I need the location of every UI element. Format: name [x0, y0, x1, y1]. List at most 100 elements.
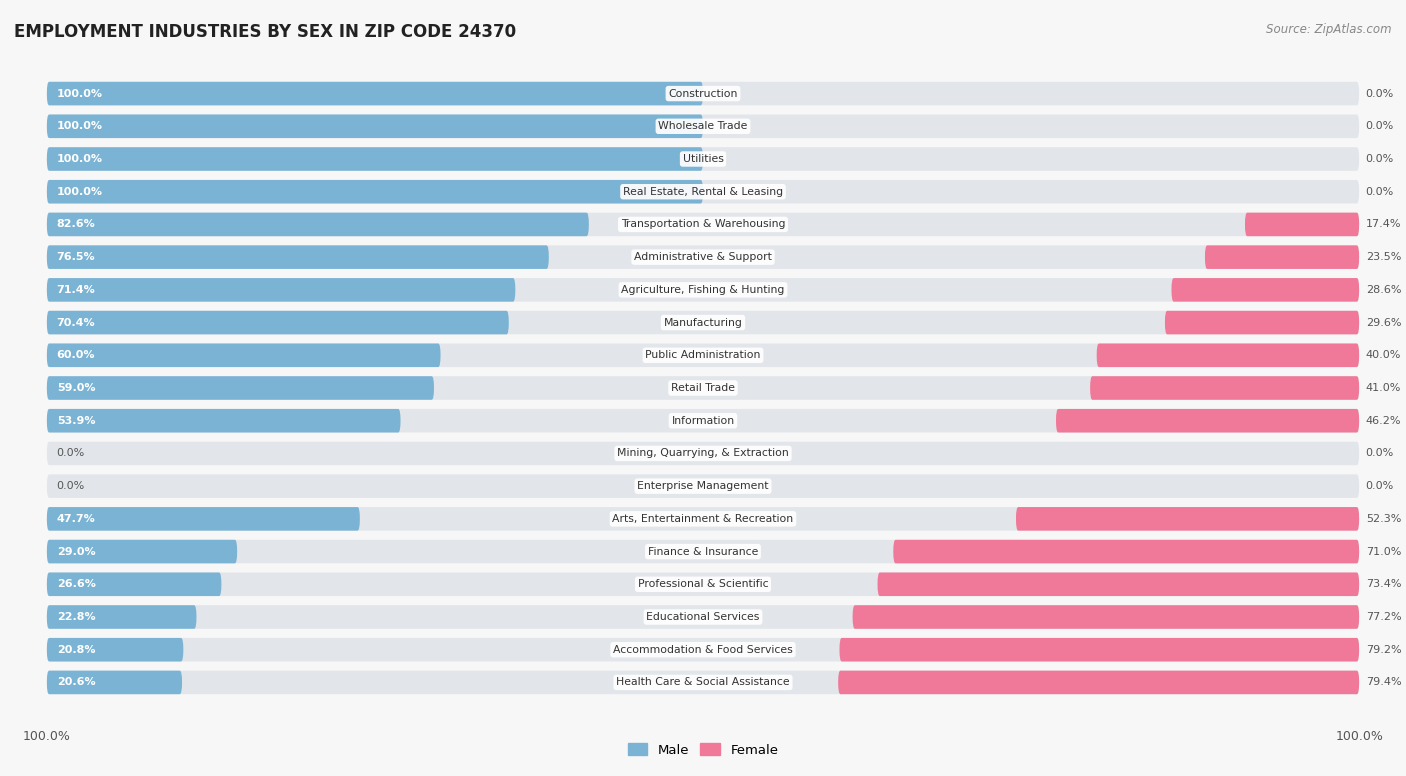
Text: 0.0%: 0.0%: [1365, 187, 1393, 197]
Text: 22.8%: 22.8%: [56, 612, 96, 622]
FancyBboxPatch shape: [46, 573, 221, 596]
FancyBboxPatch shape: [46, 245, 548, 269]
Text: Public Administration: Public Administration: [645, 350, 761, 360]
Text: 53.9%: 53.9%: [56, 416, 96, 426]
Text: 100.0%: 100.0%: [56, 187, 103, 197]
FancyBboxPatch shape: [1097, 344, 1360, 367]
FancyBboxPatch shape: [46, 605, 1360, 629]
Text: 76.5%: 76.5%: [56, 252, 96, 262]
Text: Manufacturing: Manufacturing: [664, 317, 742, 327]
Text: 20.8%: 20.8%: [56, 645, 96, 655]
Text: Educational Services: Educational Services: [647, 612, 759, 622]
Text: 47.7%: 47.7%: [56, 514, 96, 524]
Text: Agriculture, Fishing & Hunting: Agriculture, Fishing & Hunting: [621, 285, 785, 295]
FancyBboxPatch shape: [1166, 311, 1360, 334]
FancyBboxPatch shape: [46, 540, 1360, 563]
Text: 0.0%: 0.0%: [56, 481, 84, 491]
Text: 79.2%: 79.2%: [1365, 645, 1402, 655]
FancyBboxPatch shape: [46, 409, 401, 432]
FancyBboxPatch shape: [877, 573, 1360, 596]
Text: 77.2%: 77.2%: [1365, 612, 1402, 622]
FancyBboxPatch shape: [852, 605, 1360, 629]
Text: Transportation & Warehousing: Transportation & Warehousing: [621, 220, 785, 230]
FancyBboxPatch shape: [1171, 278, 1360, 302]
Text: Information: Information: [672, 416, 734, 426]
FancyBboxPatch shape: [1244, 213, 1360, 236]
Text: 41.0%: 41.0%: [1365, 383, 1400, 393]
FancyBboxPatch shape: [46, 147, 703, 171]
FancyBboxPatch shape: [46, 474, 1360, 498]
FancyBboxPatch shape: [46, 442, 1360, 465]
Text: 0.0%: 0.0%: [1365, 154, 1393, 164]
FancyBboxPatch shape: [46, 213, 589, 236]
Text: 71.4%: 71.4%: [56, 285, 96, 295]
Text: 0.0%: 0.0%: [1365, 88, 1393, 99]
Text: 0.0%: 0.0%: [1365, 121, 1393, 131]
FancyBboxPatch shape: [46, 670, 1360, 695]
Text: Construction: Construction: [668, 88, 738, 99]
FancyBboxPatch shape: [46, 540, 238, 563]
FancyBboxPatch shape: [46, 507, 360, 531]
Text: 52.3%: 52.3%: [1365, 514, 1400, 524]
Text: 28.6%: 28.6%: [1365, 285, 1402, 295]
FancyBboxPatch shape: [46, 376, 1360, 400]
Text: Mining, Quarrying, & Extraction: Mining, Quarrying, & Extraction: [617, 449, 789, 459]
Text: Arts, Entertainment & Recreation: Arts, Entertainment & Recreation: [613, 514, 793, 524]
FancyBboxPatch shape: [46, 147, 1360, 171]
FancyBboxPatch shape: [46, 81, 1360, 106]
Text: 26.6%: 26.6%: [56, 579, 96, 589]
FancyBboxPatch shape: [46, 278, 516, 302]
FancyBboxPatch shape: [46, 573, 1360, 596]
Text: 60.0%: 60.0%: [56, 350, 96, 360]
Text: Finance & Insurance: Finance & Insurance: [648, 546, 758, 556]
FancyBboxPatch shape: [46, 245, 1360, 269]
Text: Professional & Scientific: Professional & Scientific: [638, 579, 768, 589]
Text: Retail Trade: Retail Trade: [671, 383, 735, 393]
Text: 29.6%: 29.6%: [1365, 317, 1402, 327]
FancyBboxPatch shape: [46, 376, 434, 400]
FancyBboxPatch shape: [46, 81, 703, 106]
FancyBboxPatch shape: [46, 311, 509, 334]
Text: 29.0%: 29.0%: [56, 546, 96, 556]
Text: 82.6%: 82.6%: [56, 220, 96, 230]
Text: 73.4%: 73.4%: [1365, 579, 1402, 589]
Text: 79.4%: 79.4%: [1365, 677, 1402, 688]
FancyBboxPatch shape: [46, 344, 1360, 367]
FancyBboxPatch shape: [46, 605, 197, 629]
Legend: Male, Female: Male, Female: [623, 738, 783, 762]
FancyBboxPatch shape: [46, 409, 1360, 432]
FancyBboxPatch shape: [46, 311, 1360, 334]
Text: Health Care & Social Assistance: Health Care & Social Assistance: [616, 677, 790, 688]
Text: Utilities: Utilities: [682, 154, 724, 164]
FancyBboxPatch shape: [838, 670, 1360, 695]
Text: 0.0%: 0.0%: [1365, 449, 1393, 459]
FancyBboxPatch shape: [1056, 409, 1360, 432]
Text: Wholesale Trade: Wholesale Trade: [658, 121, 748, 131]
Text: 23.5%: 23.5%: [1365, 252, 1400, 262]
FancyBboxPatch shape: [46, 507, 1360, 531]
Text: 70.4%: 70.4%: [56, 317, 96, 327]
Text: 71.0%: 71.0%: [1365, 546, 1400, 556]
Text: 0.0%: 0.0%: [56, 449, 84, 459]
FancyBboxPatch shape: [893, 540, 1360, 563]
Text: 100.0%: 100.0%: [56, 88, 103, 99]
Text: 59.0%: 59.0%: [56, 383, 96, 393]
FancyBboxPatch shape: [839, 638, 1360, 661]
FancyBboxPatch shape: [46, 180, 1360, 203]
Text: Enterprise Management: Enterprise Management: [637, 481, 769, 491]
Text: 0.0%: 0.0%: [1365, 481, 1393, 491]
FancyBboxPatch shape: [46, 638, 1360, 661]
Text: 40.0%: 40.0%: [1365, 350, 1400, 360]
FancyBboxPatch shape: [46, 670, 181, 695]
Text: Real Estate, Rental & Leasing: Real Estate, Rental & Leasing: [623, 187, 783, 197]
FancyBboxPatch shape: [46, 180, 703, 203]
FancyBboxPatch shape: [46, 638, 183, 661]
Text: 100.0%: 100.0%: [56, 154, 103, 164]
Text: Source: ZipAtlas.com: Source: ZipAtlas.com: [1267, 23, 1392, 36]
FancyBboxPatch shape: [46, 115, 703, 138]
Text: 100.0%: 100.0%: [56, 121, 103, 131]
FancyBboxPatch shape: [46, 278, 1360, 302]
FancyBboxPatch shape: [46, 344, 440, 367]
Text: Administrative & Support: Administrative & Support: [634, 252, 772, 262]
FancyBboxPatch shape: [1017, 507, 1360, 531]
